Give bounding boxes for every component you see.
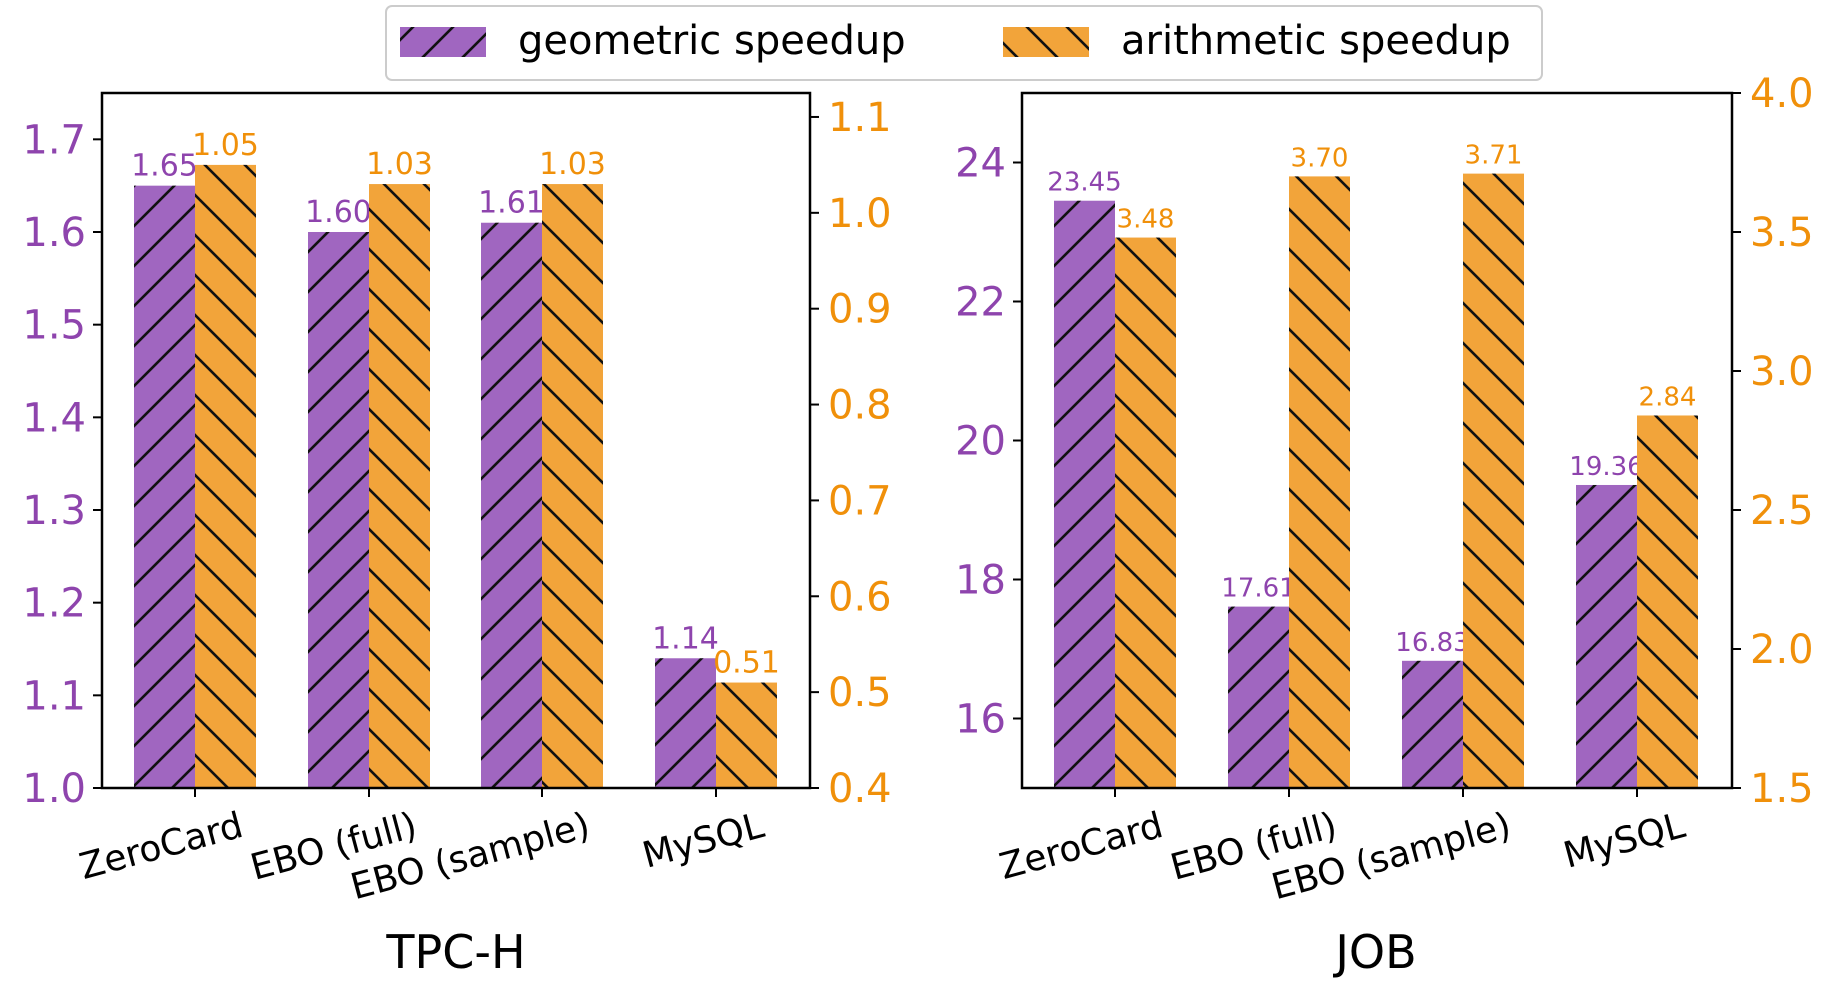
data-label-geometric-speedup-mysql: 19.36: [1569, 452, 1643, 482]
x-axis-tick-label-mysql: MySQL: [638, 805, 768, 877]
right-axis-tick-label: 4.0: [1750, 71, 1814, 117]
right-axis-tick-label: 2.5: [1750, 488, 1814, 534]
panel-job: 23.45 17.61 16.83 19.36 3.48 3.70 3.71 2.84 16 18…: [955, 71, 1814, 979]
data-label-geometric-speedup-zerocard: 1.65: [131, 149, 198, 184]
left-axis-tick-label: 1.1: [22, 673, 86, 719]
left-axis-tick-label: 1.0: [22, 766, 86, 812]
bar-geometric-speedup-mysql-hatch: [655, 658, 716, 788]
legend-label-arithmetic: arithmetic speedup: [1121, 18, 1511, 64]
panel-tpch: 1.65 1.60 1.61 1.14 1.05 1.03 1.03 0.51 1.0 1.1 1.…: [22, 91, 892, 979]
bar-geometric-speedup-zerocard-hatch: [134, 185, 195, 788]
bar-geometric-speedup-zerocard-hatch: [1054, 200, 1115, 789]
right-axis-tick-label: 0.9: [828, 287, 892, 333]
data-label-arithmetic-speedup-zerocard: 3.48: [1117, 205, 1175, 235]
data-label-arithmetic-speedup-ebo-sample: 3.71: [1465, 141, 1523, 171]
legend-label-geometric: geometric speedup: [518, 18, 906, 64]
right-axis-tick-label: 1.1: [828, 95, 892, 141]
bar-geometric-speedup-mysql-hatch: [1576, 484, 1637, 788]
right-axis-tick-label: 0.4: [828, 766, 892, 812]
bar-arithmetic-speedup-zerocard-hatch: [1115, 237, 1176, 788]
left-axis-tick-label: 20: [955, 419, 1006, 465]
right-axis-tick-label: 2.0: [1750, 627, 1814, 673]
data-label-geometric-speedup-mysql: 1.14: [652, 621, 719, 656]
left-axis-tick-label: 24: [955, 141, 1006, 187]
bar-arithmetic-speedup-ebo-sample-hatch: [542, 184, 603, 788]
bar-arithmetic-speedup-mysql-hatch: [1637, 415, 1698, 788]
x-axis-tick-label-zerocard: ZeroCard: [995, 805, 1167, 888]
x-axis-tick-label-mysql: MySQL: [1559, 805, 1689, 877]
left-axis-tick-label: 1.4: [22, 395, 86, 441]
data-label-geometric-speedup-ebo-full: 17.61: [1221, 574, 1295, 604]
data-label-geometric-speedup-ebo-sample: 16.83: [1395, 628, 1469, 658]
data-label-arithmetic-speedup-zerocard: 1.05: [192, 128, 259, 163]
bar-geometric-speedup-ebo-sample-hatch: [1402, 660, 1463, 788]
data-label-geometric-speedup-ebo-full: 1.60: [305, 195, 372, 230]
right-axis-tick-label: 1.5: [1750, 766, 1814, 812]
left-axis-tick-label: 1.5: [22, 303, 86, 349]
data-label-arithmetic-speedup-ebo-sample: 1.03: [539, 147, 606, 182]
right-axis-tick-label: 0.8: [828, 383, 892, 429]
panel-title-job: JOB: [1332, 925, 1416, 979]
data-label-arithmetic-speedup-ebo-full: 3.70: [1291, 143, 1349, 173]
left-axis-tick-label: 16: [955, 697, 1006, 743]
left-axis-tick-label: 1.6: [22, 210, 86, 256]
right-axis-tick-label: 3.0: [1750, 349, 1814, 395]
left-axis-tick-label: 1.2: [22, 581, 86, 627]
bar-geometric-speedup-ebo-sample-hatch: [481, 222, 542, 788]
bar-arithmetic-speedup-mysql-hatch: [716, 682, 777, 788]
right-axis-tick-label: 3.5: [1750, 210, 1814, 256]
legend-frame: [385, 5, 1543, 81]
left-axis-tick-label: 1.3: [22, 488, 86, 534]
right-axis-tick-label: 0.6: [828, 574, 892, 620]
data-label-arithmetic-speedup-mysql: 2.84: [1639, 382, 1697, 412]
x-axis-tick-label-zerocard: ZeroCard: [75, 805, 247, 888]
bar-geometric-speedup-ebo-full-hatch: [308, 232, 369, 788]
bar-arithmetic-speedup-ebo-full-hatch: [1289, 176, 1350, 788]
legend: geometric speedup arithmetic speedup: [385, 5, 1543, 81]
panel-title-tpc-h: TPC-H: [385, 925, 525, 979]
bar-geometric-speedup-ebo-full-hatch: [1228, 606, 1289, 788]
right-axis-tick-label: 0.5: [828, 670, 892, 716]
bar-arithmetic-speedup-zerocard-hatch: [195, 164, 256, 788]
bar-arithmetic-speedup-ebo-full-hatch: [369, 184, 430, 788]
data-label-arithmetic-speedup-mysql: 0.51: [713, 646, 780, 681]
right-axis-tick-label: 1.0: [828, 191, 892, 237]
right-axis-tick-label: 0.7: [828, 478, 892, 524]
left-axis-tick-label: 18: [955, 558, 1006, 604]
left-axis-tick-label: 1.7: [22, 117, 86, 163]
legend-swatch-arithmetic-hatch: [1003, 27, 1089, 57]
data-label-geometric-speedup-ebo-sample: 1.61: [478, 186, 545, 221]
left-axis-tick-label: 22: [955, 280, 1006, 326]
data-label-geometric-speedup-zerocard: 23.45: [1047, 168, 1121, 198]
plot-frame: [100, 91, 812, 790]
bar-arithmetic-speedup-ebo-sample-hatch: [1463, 173, 1524, 788]
legend-swatch-geometric-hatch: [400, 27, 486, 57]
data-label-arithmetic-speedup-ebo-full: 1.03: [366, 147, 433, 182]
